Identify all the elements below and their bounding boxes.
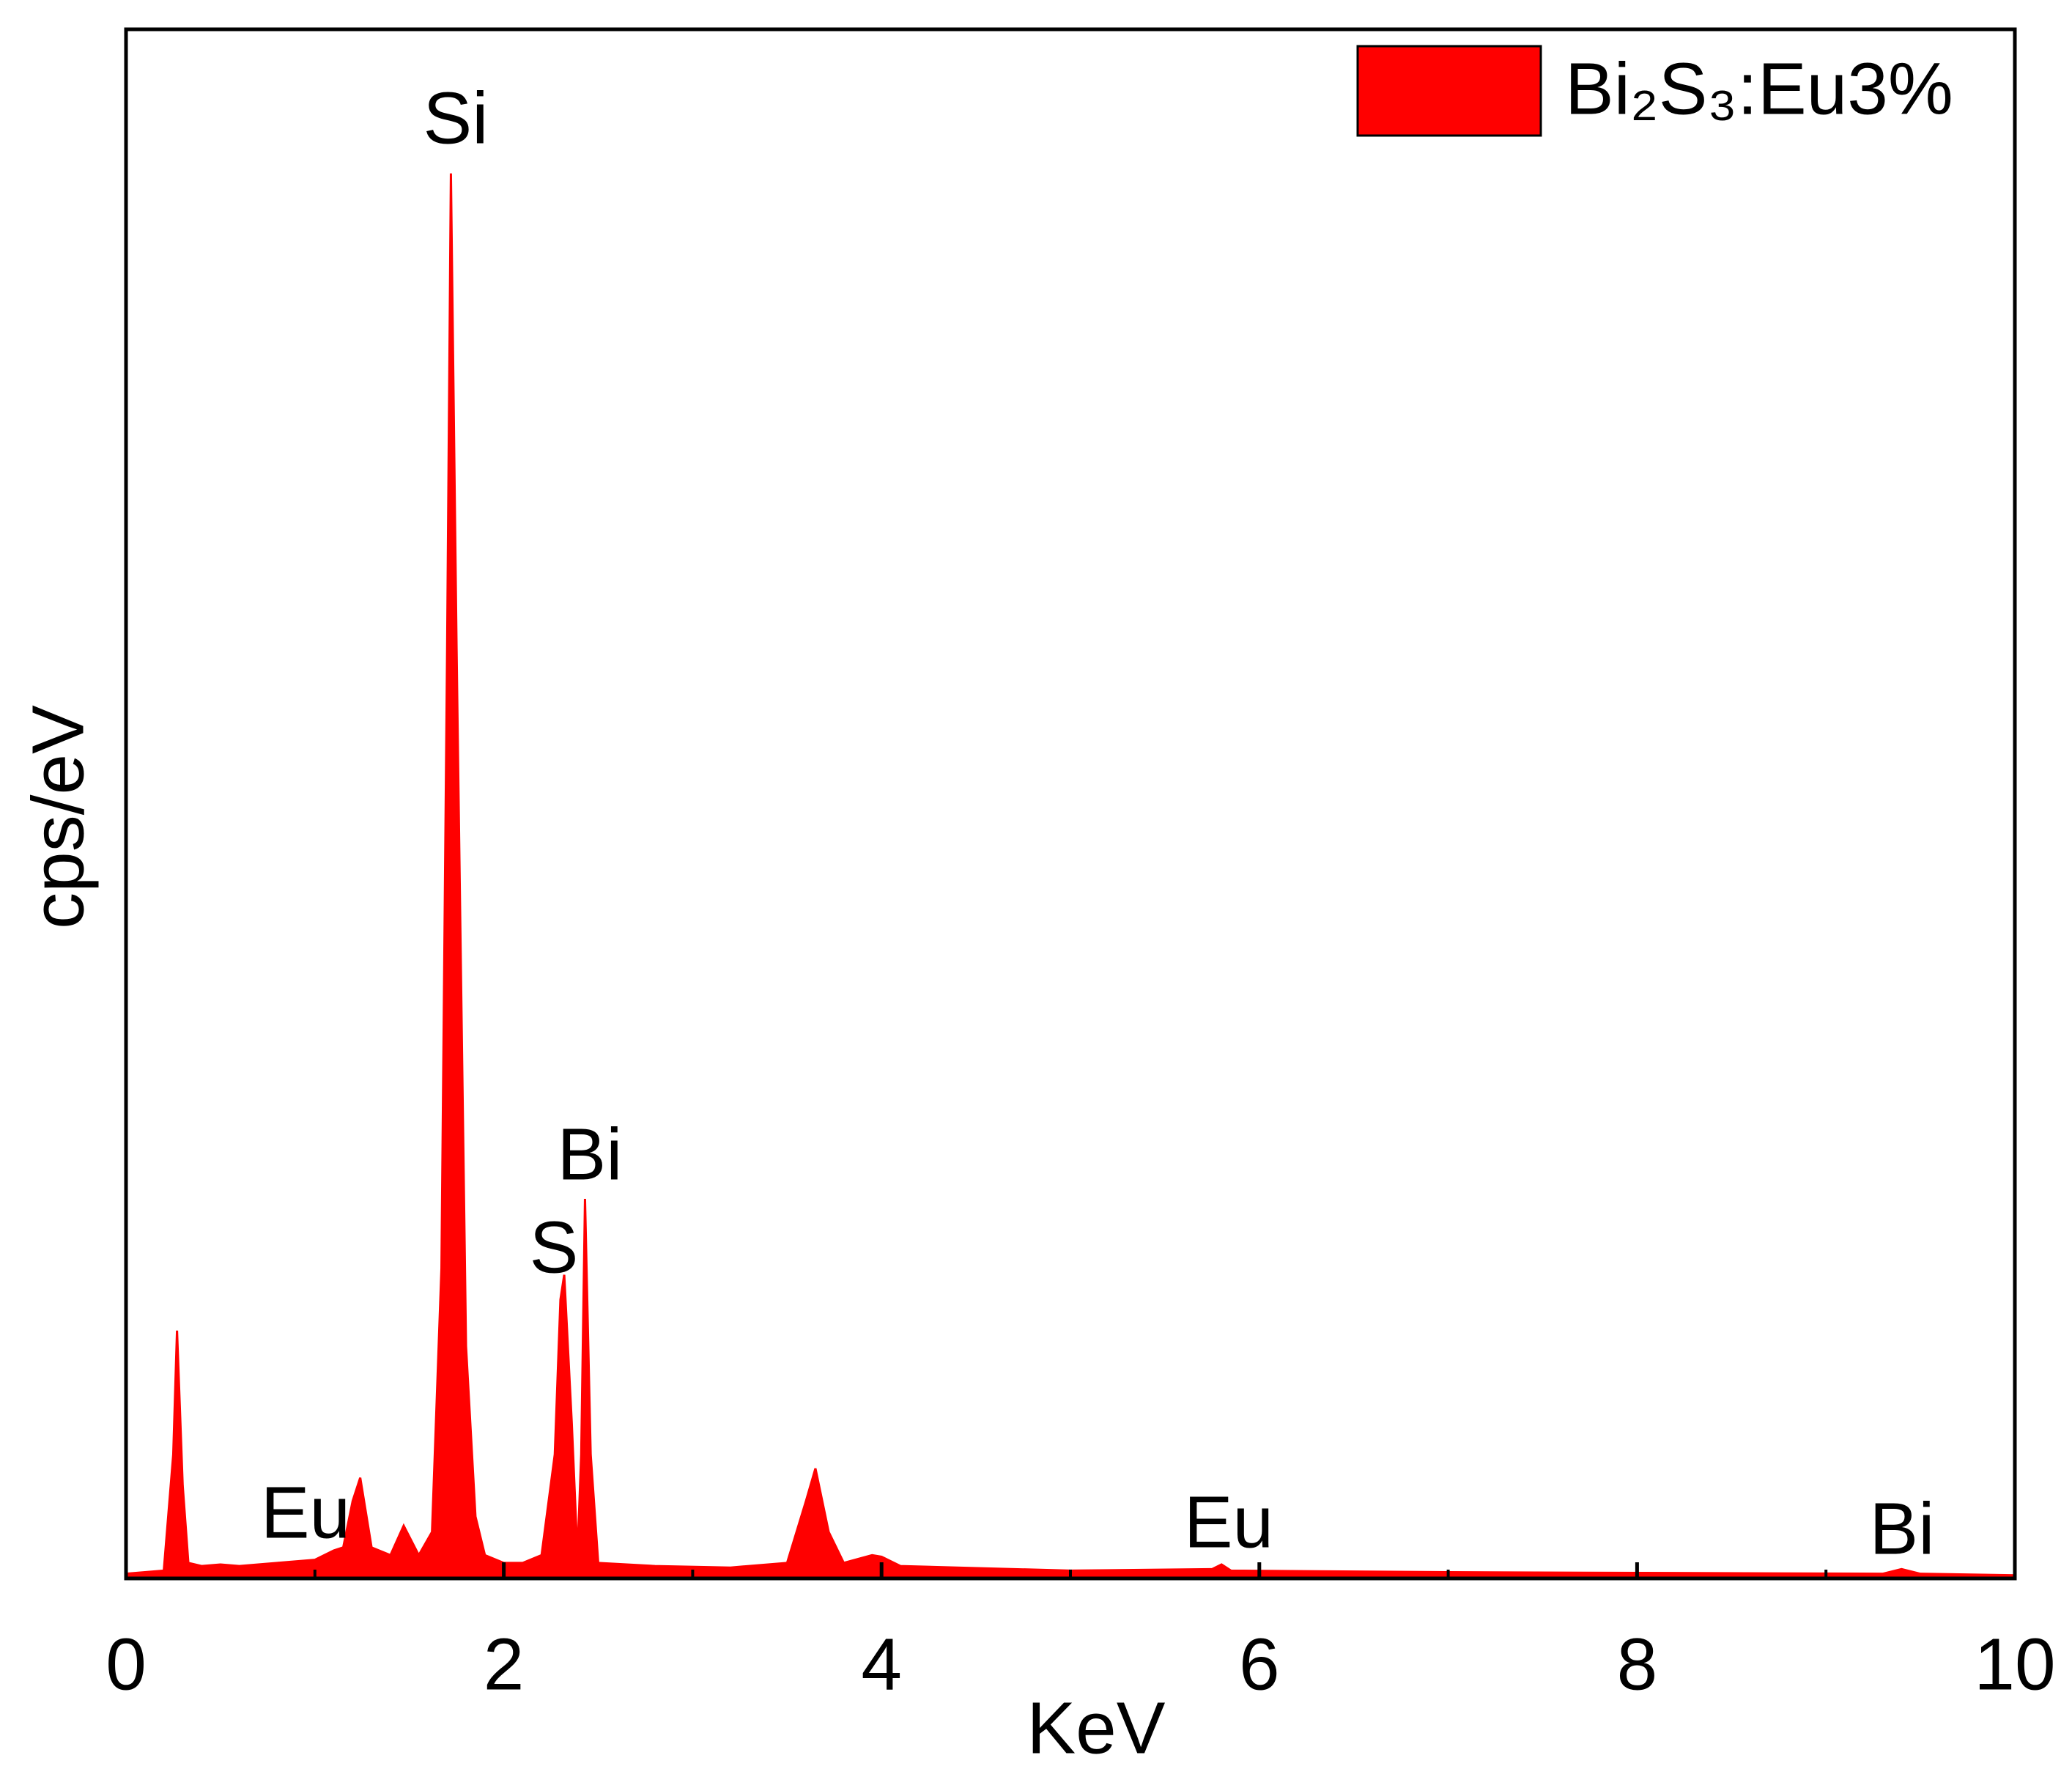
x-tick-label: 6 [1239,1623,1280,1705]
x-tick-label: 2 [484,1623,525,1705]
legend-swatch [1356,45,1542,137]
x-tick-label: 4 [861,1623,902,1705]
peak-label: Si [423,77,489,159]
x-axis-label: KeV [1026,1687,1165,1769]
peak-label: S [530,1206,579,1288]
y-axis-label: cps/eV [17,705,99,929]
peak-label: Eu [261,1471,350,1554]
peak-label: Bi [1870,1488,1935,1570]
x-tick-label: 8 [1617,1623,1658,1705]
x-tick-label: 10 [1974,1623,2055,1705]
plot-frame [124,27,2017,1581]
spectrum-area [125,173,2016,1580]
legend-label: Bi₂S₃:Eu3% [1565,48,1953,130]
peak-label: Bi [558,1113,623,1195]
x-tick-label: 0 [106,1623,147,1705]
peak-label: Eu [1184,1481,1273,1563]
